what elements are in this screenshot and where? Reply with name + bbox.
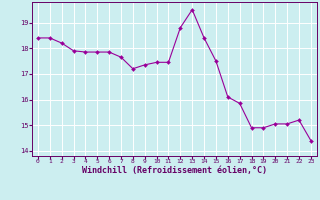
X-axis label: Windchill (Refroidissement éolien,°C): Windchill (Refroidissement éolien,°C) (82, 166, 267, 175)
